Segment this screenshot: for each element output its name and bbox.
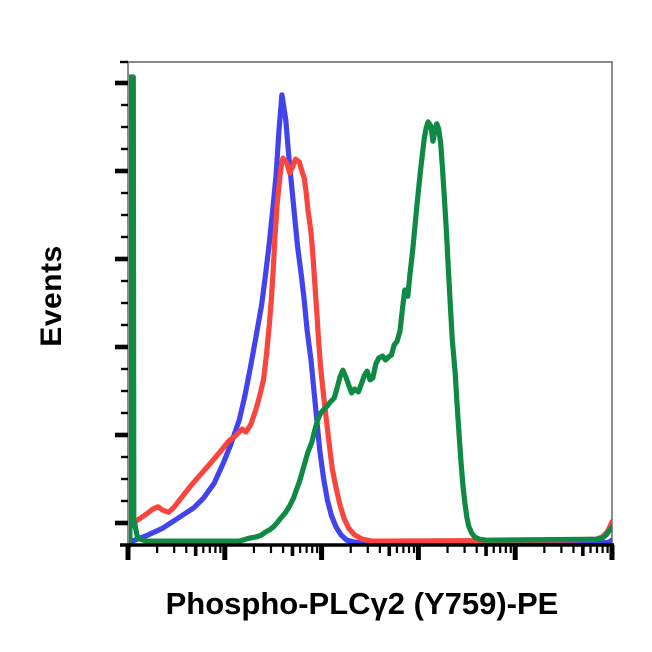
x-axis-label: Phospho-PLCγ2 (Y759)-PE bbox=[165, 586, 559, 621]
blue-curve bbox=[129, 92, 612, 546]
x-axis-ticks bbox=[125, 545, 615, 560]
red-curve bbox=[129, 155, 612, 544]
y-axis-label: Events bbox=[35, 245, 68, 347]
y-axis-ticks bbox=[115, 60, 128, 526]
green-curve bbox=[129, 74, 612, 548]
